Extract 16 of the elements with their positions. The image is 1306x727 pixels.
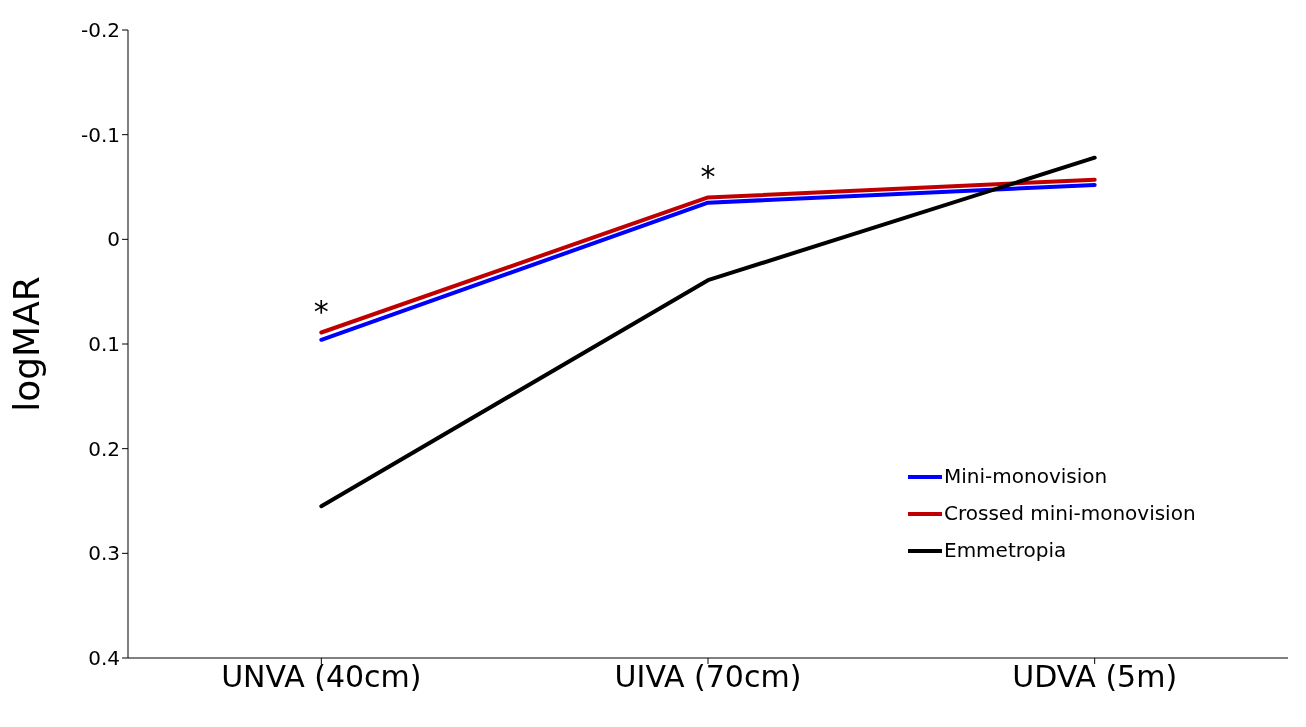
annotation: * [313, 294, 329, 330]
y-tick-label: 0.4 [88, 646, 120, 671]
legend-label: Crossed mini-monovision [944, 500, 1196, 527]
legend-label: Emmetropia [944, 537, 1067, 564]
legend-label: Mini-monovision [944, 463, 1108, 490]
y-axis-title: logMAR [5, 276, 47, 412]
y-tick-label: -0.2 [80, 18, 120, 43]
y-tick-label: 0.2 [88, 436, 120, 461]
annotation: * [700, 159, 716, 195]
y-tick-label: 0 [107, 227, 120, 252]
x-tick-label: UNVA (40cm) [221, 659, 422, 695]
y-tick-label: 0.1 [88, 332, 120, 357]
y-tick-label: -0.1 [80, 122, 120, 147]
x-tick-label: UIVA (70cm) [614, 659, 802, 695]
y-tick-label: 0.3 [88, 541, 120, 566]
x-tick-label: UDVA (5m) [1012, 659, 1178, 695]
